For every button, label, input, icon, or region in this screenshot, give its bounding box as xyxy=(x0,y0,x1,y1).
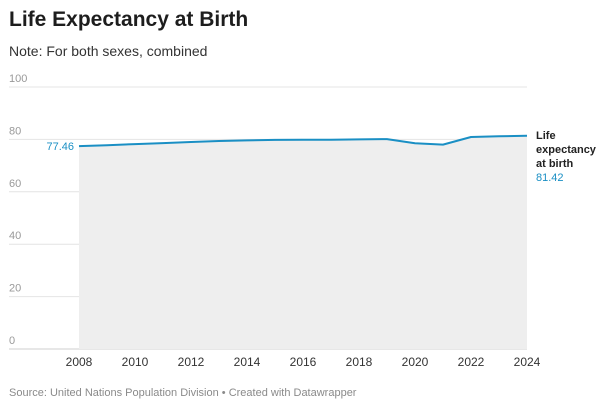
source-note: Source: United Nations Population Divisi… xyxy=(9,387,357,399)
series-end-label-line: expectancy xyxy=(536,144,597,156)
x-tick-label: 2024 xyxy=(514,355,541,369)
series-line xyxy=(78,134,528,148)
chart-title: Life Expectancy at Birth xyxy=(9,8,249,31)
series-area xyxy=(79,135,527,349)
x-tick-label: 2008 xyxy=(66,355,93,369)
y-tick-label: 40 xyxy=(9,230,21,242)
x-tick-label: 2012 xyxy=(178,355,205,369)
series-end-label-line: at birth xyxy=(536,158,574,170)
y-tick-label: 60 xyxy=(9,178,21,190)
x-axis-labels: 2008 2010 2012 2014 2016 2018 2020 2022 2024 xyxy=(66,355,541,369)
x-tick-label: 2014 xyxy=(234,355,261,369)
y-axis-labels: 0 20 40 60 80 100 xyxy=(9,73,27,347)
start-value-label: 77.46 xyxy=(46,141,74,153)
line-layer xyxy=(78,134,528,148)
series-end-label-line: Life xyxy=(536,130,556,142)
y-tick-label: 80 xyxy=(9,125,21,137)
y-tick-label: 0 xyxy=(9,335,15,347)
end-value-label: 81.42 xyxy=(536,172,564,184)
x-tick-label: 2020 xyxy=(402,355,429,369)
chart-subtitle: Note: For both sexes, combined xyxy=(9,43,208,59)
area-layer xyxy=(79,135,527,349)
x-tick-label: 2010 xyxy=(122,355,149,369)
y-tick-label: 20 xyxy=(9,283,21,295)
annotations: 77.46 Life expectancy at birth 81.42 xyxy=(46,130,596,184)
chart-svg: 0 20 40 60 80 100 2008 2010 2012 2014 2016 2018 202… xyxy=(9,73,597,369)
x-tick-label: 2018 xyxy=(346,355,373,369)
x-tick-label: 2022 xyxy=(458,355,485,369)
y-tick-label: 100 xyxy=(9,73,27,85)
x-tick-label: 2016 xyxy=(290,355,317,369)
